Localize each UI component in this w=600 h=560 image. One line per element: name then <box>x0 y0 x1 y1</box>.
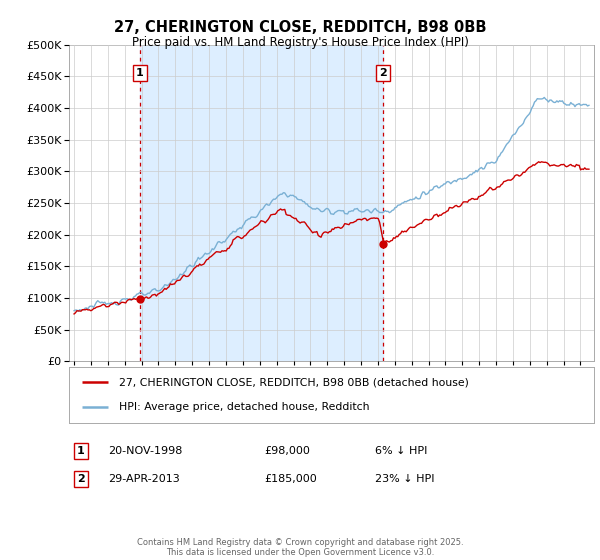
Text: 23% ↓ HPI: 23% ↓ HPI <box>375 474 434 484</box>
Text: £98,000: £98,000 <box>264 446 310 456</box>
Text: Contains HM Land Registry data © Crown copyright and database right 2025.
This d: Contains HM Land Registry data © Crown c… <box>137 538 463 557</box>
Text: Price paid vs. HM Land Registry's House Price Index (HPI): Price paid vs. HM Land Registry's House … <box>131 36 469 49</box>
Text: 20-NOV-1998: 20-NOV-1998 <box>108 446 182 456</box>
Text: 1: 1 <box>136 68 143 78</box>
Text: 6% ↓ HPI: 6% ↓ HPI <box>375 446 427 456</box>
Text: 29-APR-2013: 29-APR-2013 <box>108 474 180 484</box>
Text: 27, CHERINGTON CLOSE, REDDITCH, B98 0BB: 27, CHERINGTON CLOSE, REDDITCH, B98 0BB <box>114 20 486 35</box>
Text: £185,000: £185,000 <box>264 474 317 484</box>
Text: HPI: Average price, detached house, Redditch: HPI: Average price, detached house, Redd… <box>119 402 370 412</box>
Text: 2: 2 <box>379 68 387 78</box>
Text: 2: 2 <box>77 474 85 484</box>
Text: 27, CHERINGTON CLOSE, REDDITCH, B98 0BB (detached house): 27, CHERINGTON CLOSE, REDDITCH, B98 0BB … <box>119 377 469 388</box>
Text: 1: 1 <box>77 446 85 456</box>
Bar <box>140 45 383 361</box>
